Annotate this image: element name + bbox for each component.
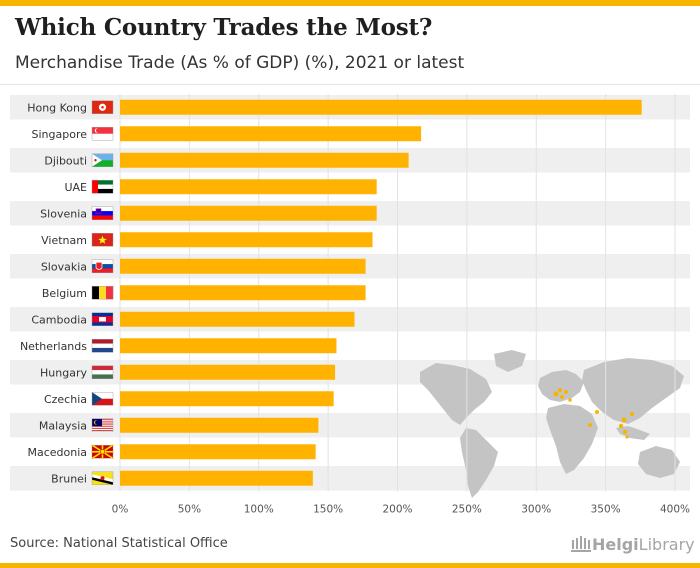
x-axis-ticks: 0% 50% 100% 150% 200% 250% 300% 350% 400% (112, 504, 690, 516)
hong-kong-flag (91, 100, 114, 114)
flags (91, 100, 114, 485)
category-label: Vietnam (41, 234, 87, 247)
category-label: Czechia (44, 393, 87, 406)
map-se-asia (616, 426, 650, 440)
slovakia-flag (91, 259, 114, 273)
bottom-accent-bar (0, 563, 700, 568)
category-label: UAE (64, 181, 87, 194)
helgilibrary-logo: Helgi Library (570, 533, 695, 555)
bar (120, 205, 377, 221)
category-label: Netherlands (20, 340, 87, 353)
map-south-america (460, 428, 498, 498)
map-highlight-singapore (625, 435, 629, 439)
map-australia (638, 446, 680, 478)
row-bands (10, 95, 690, 491)
bar (120, 179, 377, 195)
map-greenland (494, 350, 526, 372)
belgium-flag (91, 286, 114, 300)
bar (120, 258, 366, 274)
bar-chart: Hong Kong Singapore Djibouti UAE Slovenia Vie… (10, 94, 690, 516)
x-tick-label: 250% (452, 504, 482, 516)
bar (120, 338, 337, 354)
x-tick-label: 150% (313, 504, 343, 516)
bar (120, 99, 642, 115)
bar (120, 285, 366, 301)
world-map-graphic (420, 350, 684, 498)
map-asia (582, 358, 684, 424)
map-highlight-europe-5 (568, 398, 572, 402)
bar (120, 152, 409, 168)
category-labels: Hong Kong Singapore Djibouti UAE Slovenia Vie… (20, 101, 88, 485)
x-tick-label: 350% (591, 504, 621, 516)
category-label: Singapore (32, 128, 88, 141)
category-label: Slovenia (40, 207, 87, 220)
category-label: Malaysia (39, 419, 87, 432)
map-highlight-malaysia (622, 429, 628, 435)
czechia-flag (91, 392, 114, 406)
x-tick-label: 300% (521, 504, 551, 516)
header-divider (0, 84, 700, 85)
bars (120, 99, 642, 486)
x-tick-label: 100% (244, 504, 274, 516)
singapore-flag (91, 127, 114, 141)
macedonia-flag (91, 444, 114, 460)
djibouti-flag (91, 153, 114, 167)
category-label: Hungary (40, 366, 87, 379)
logo-text-rest: Library (638, 534, 695, 554)
bar (120, 126, 422, 142)
map-highlight-cambodia (618, 423, 624, 429)
category-label: Brunei (51, 472, 87, 485)
map-highlight-djibouti (588, 423, 592, 427)
category-label: Hong Kong (27, 101, 87, 114)
x-tick-label: 0% (112, 504, 129, 516)
bar (120, 444, 316, 460)
bar (120, 232, 373, 248)
bar (120, 311, 355, 327)
x-tick-label: 50% (178, 504, 201, 516)
map-highlight-europe-4 (558, 388, 562, 392)
bar (120, 470, 313, 486)
x-tick-label: 400% (660, 504, 690, 516)
map-europe (538, 370, 584, 402)
hungary-flag (91, 365, 114, 379)
category-label: Djibouti (44, 154, 87, 167)
chart-subtitle: Merchandise Trade (As % of GDP) (%), 202… (15, 53, 465, 73)
map-highlight-uae (595, 410, 599, 414)
x-tick-label: 200% (382, 504, 412, 516)
map-highlight-europe-3 (564, 390, 568, 394)
bar (120, 417, 319, 433)
brunei-flag (91, 471, 114, 485)
map-highlight-hongkong (630, 412, 634, 416)
cambodia-flag (91, 312, 114, 326)
category-label: Cambodia (31, 313, 87, 326)
map-highlight-europe-2 (560, 395, 564, 399)
source-note: Source: National Statistical Office (10, 536, 228, 551)
category-label: Macedonia (27, 446, 87, 459)
chart-title: Which Country Trades the Most? (15, 14, 433, 41)
library-building-icon (571, 536, 591, 552)
category-label: Slovakia (41, 260, 87, 273)
vietnam-flag (91, 233, 114, 247)
map-highlight-vietnam (621, 417, 627, 423)
top-accent-bar (0, 0, 700, 6)
category-label: Belgium (42, 287, 87, 300)
bar (120, 391, 334, 407)
map-north-america (420, 363, 492, 425)
logo-text-bold: Helgi (592, 534, 639, 554)
uae-flag (91, 180, 114, 194)
bar (120, 364, 336, 380)
map-africa (546, 404, 598, 474)
malaysia-flag (91, 418, 114, 432)
slovenia-flag (91, 206, 114, 220)
map-highlight-europe-1 (553, 391, 559, 397)
netherlands-flag (91, 339, 114, 353)
